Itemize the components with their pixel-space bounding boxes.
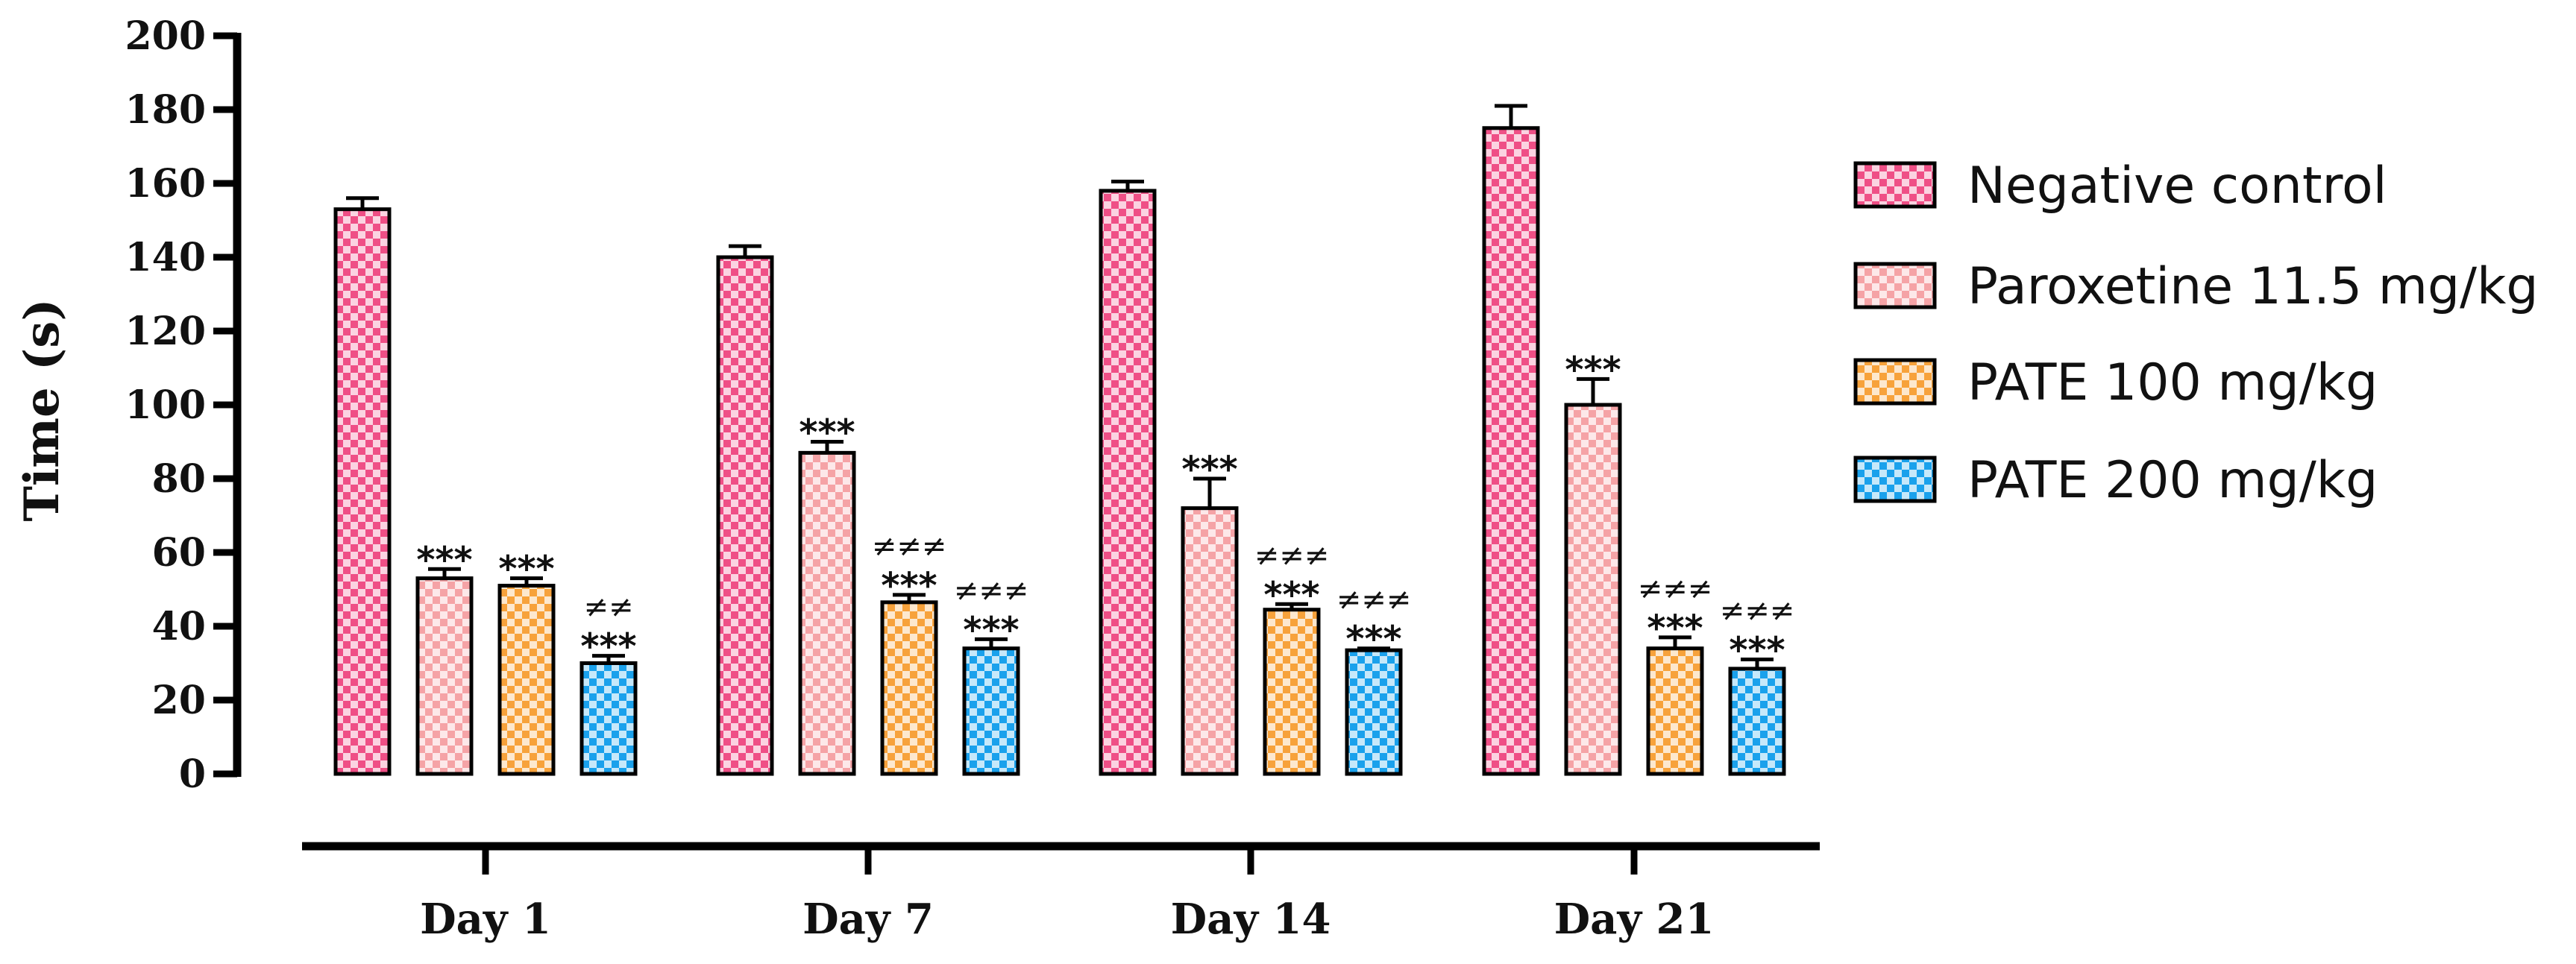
legend-label: Negative control [1967,157,2387,215]
significance-stars: *** [1729,630,1785,672]
bar [962,646,1020,776]
significance-stars: *** [799,412,855,454]
significance-stars: *** [580,626,636,668]
y-tick-label: 160 [125,161,206,207]
x-tick-label: Day 1 [420,895,551,944]
bar [716,255,774,776]
significance-stars: *** [1345,619,1401,661]
bar [1646,646,1704,776]
y-tick-label: 100 [125,382,206,428]
significance-stars: *** [881,565,937,607]
bar [333,207,392,776]
bars: *** ******≠≠******≠≠≠***≠≠≠******≠≠≠***≠≠… [333,104,1795,776]
bar [497,584,556,776]
significance-hash: ≠≠≠ [1720,594,1795,629]
significance-hash: ≠≠≠ [1638,572,1713,606]
legend-swatch [1853,456,1937,503]
bar [798,450,856,776]
y-tick-label: 40 [152,604,206,649]
significance-stars: *** [1263,574,1319,616]
bar [1482,126,1540,776]
bar [1728,667,1786,776]
bar [579,661,638,776]
significance-stars: *** [1181,449,1237,491]
bar [1564,403,1622,776]
y-tick-label: 200 [125,13,206,59]
significance-hash: ≠≠≠ [1254,538,1330,573]
legend-swatch [1853,161,1937,209]
y-tick-label: 60 [152,530,206,576]
x-tick-label: Day 14 [1171,895,1331,944]
significance-hash: ≠≠≠ [954,573,1029,608]
significance-stars: *** [1565,349,1621,391]
y-tick-label: 120 [125,309,206,354]
y-axis: 0 20 40 60 80 100 120 140 160 180 200 [125,13,242,797]
bar [1345,648,1403,776]
significance-hash: ≠≠≠ [872,529,947,564]
significance-stars: *** [498,549,554,590]
y-axis-title: Time (s) [14,298,70,521]
significance-hash: ≠≠≠ [1336,583,1412,617]
legend-label: Paroxetine 11.5 mg/kg [1967,257,2539,316]
bar [1181,506,1239,776]
y-tick-label: 80 [152,456,206,502]
x-axis: Day 1 Day 7 Day 14 Day 21 [302,842,1820,944]
legend-label: PATE 200 mg/kg [1967,451,2378,510]
legend-swatch [1853,262,1937,309]
y-tick-label: 20 [152,678,206,723]
bar [1099,189,1157,776]
significance-stars: *** [1647,608,1703,649]
y-tick-label: 180 [125,87,206,133]
significance-stars: *** [963,609,1019,651]
legend-label: PATE 100 mg/kg [1967,353,2378,412]
y-tick-label: 140 [125,235,206,280]
bar [880,600,938,776]
y-tick-label: 0 [179,752,206,797]
significance-stars: *** [416,539,472,581]
x-tick-label: Day 7 [802,895,934,944]
legend-swatch [1853,358,1937,406]
legend: Negative control Paroxetine 11.5 mg/kg PAT… [1853,157,2539,510]
bar [415,576,474,776]
x-tick-label: Day 21 [1554,895,1715,944]
significance-hash: ≠≠ [583,590,633,625]
bar [1263,608,1321,776]
